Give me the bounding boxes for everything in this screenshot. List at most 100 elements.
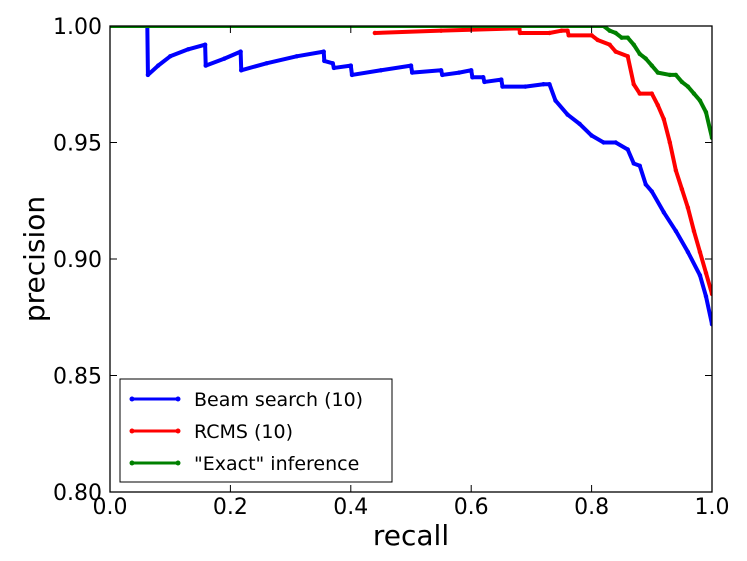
series-point-0 <box>523 84 528 89</box>
y-tick-label: 0.80 <box>53 481 102 506</box>
series-point-0 <box>469 68 474 73</box>
series-point-0 <box>186 47 191 52</box>
series-point-1 <box>631 82 636 87</box>
series-point-2 <box>697 98 703 103</box>
legend-marker-2 <box>129 460 135 466</box>
series-point-2 <box>679 79 685 85</box>
y-tick-label: 0.90 <box>53 248 102 273</box>
series-point-1 <box>685 205 691 210</box>
series-point-2 <box>703 110 709 115</box>
series-point-0 <box>155 63 161 68</box>
series-point-1 <box>661 117 667 122</box>
series-point-1 <box>438 28 444 33</box>
series-point-0 <box>408 63 414 68</box>
x-tick-label: 0.2 <box>213 495 248 520</box>
x-tick-label: 0.8 <box>574 495 609 520</box>
series-point-0 <box>577 121 582 127</box>
series-point-0 <box>349 72 355 78</box>
series-point-2 <box>619 35 624 40</box>
series-point-0 <box>321 49 326 54</box>
series-point-0 <box>481 75 486 80</box>
series-point-0 <box>625 147 630 152</box>
series-point-1 <box>667 140 673 145</box>
series-point-0 <box>601 140 606 145</box>
y-tick-label: 0.85 <box>53 365 102 390</box>
legend-marker-1 <box>129 428 135 434</box>
series-point-0 <box>649 189 654 194</box>
series-point-0 <box>470 75 475 80</box>
y-tick-label: 1.00 <box>53 15 102 40</box>
legend-label-1: RCMS (10) <box>194 421 293 443</box>
series-point-0 <box>264 61 269 66</box>
series-point-0 <box>348 63 353 68</box>
series-point-0 <box>482 79 487 85</box>
series-point-0 <box>168 54 173 59</box>
series-point-0 <box>685 249 691 255</box>
series-point-2 <box>637 51 642 57</box>
legend-marker-0 <box>129 396 135 402</box>
x-tick-label: 0.6 <box>454 495 489 520</box>
y-axis-label: precision <box>18 196 51 322</box>
series-point-0 <box>613 140 618 145</box>
series-point-0 <box>330 61 335 66</box>
x-tick-label: 1.0 <box>695 495 730 520</box>
series-point-0 <box>438 68 444 73</box>
series-point-1 <box>589 33 594 38</box>
series-point-0 <box>239 68 244 73</box>
series-point-2 <box>631 42 636 47</box>
y-tick-label: 0.95 <box>53 132 102 157</box>
legend-marker-2 <box>175 460 181 466</box>
series-point-0 <box>643 182 648 187</box>
series-point-0 <box>637 163 642 168</box>
series-point-0 <box>673 228 679 234</box>
series-point-0 <box>238 49 243 54</box>
series-point-0 <box>589 133 594 138</box>
series-point-0 <box>631 161 636 166</box>
series-point-1 <box>547 30 552 36</box>
series-point-2 <box>685 84 691 89</box>
legend: Beam search (10) RCMS (10) "Exact" inferen… <box>119 378 393 483</box>
series-point-1 <box>372 30 378 36</box>
series-point-1 <box>595 37 600 43</box>
series-point-2 <box>691 91 697 96</box>
series-point-0 <box>565 112 570 117</box>
x-tick-label: 0.0 <box>93 495 128 520</box>
series-point-1 <box>655 103 661 108</box>
series-point-1 <box>517 30 523 36</box>
series-point-1 <box>607 42 612 47</box>
series-point-1 <box>565 28 570 33</box>
series-point-0 <box>500 84 505 89</box>
series-point-1 <box>679 186 685 192</box>
series-point-2 <box>649 63 654 68</box>
series-point-1 <box>649 91 654 96</box>
legend-marker-0 <box>175 396 181 402</box>
series-point-0 <box>145 72 151 78</box>
series-point-0 <box>541 82 546 87</box>
series-point-0 <box>456 70 462 75</box>
series-point-1 <box>691 228 697 234</box>
series-point-2 <box>655 70 661 75</box>
legend-label-2: "Exact" inference <box>194 453 359 475</box>
series-point-1 <box>625 54 630 59</box>
series-point-0 <box>294 54 299 59</box>
series-point-1 <box>566 33 571 38</box>
series-point-0 <box>203 63 208 68</box>
series-point-0 <box>331 65 337 71</box>
x-axis-label: recall <box>373 519 449 552</box>
series-point-2 <box>625 35 630 40</box>
series-point-2 <box>673 72 679 78</box>
series-point-0 <box>697 273 703 278</box>
legend-marker-1 <box>175 428 181 434</box>
series-point-0 <box>499 77 504 82</box>
series-point-0 <box>553 98 558 103</box>
series-point-0 <box>547 82 552 87</box>
series-point-1 <box>703 270 709 276</box>
x-tick-label: 0.4 <box>333 495 368 520</box>
series-point-1 <box>559 28 564 33</box>
series-point-0 <box>410 70 415 75</box>
series-point-1 <box>613 49 618 54</box>
series-point-0 <box>202 42 208 47</box>
series-point-0 <box>378 68 384 73</box>
series-point-1 <box>697 249 703 255</box>
